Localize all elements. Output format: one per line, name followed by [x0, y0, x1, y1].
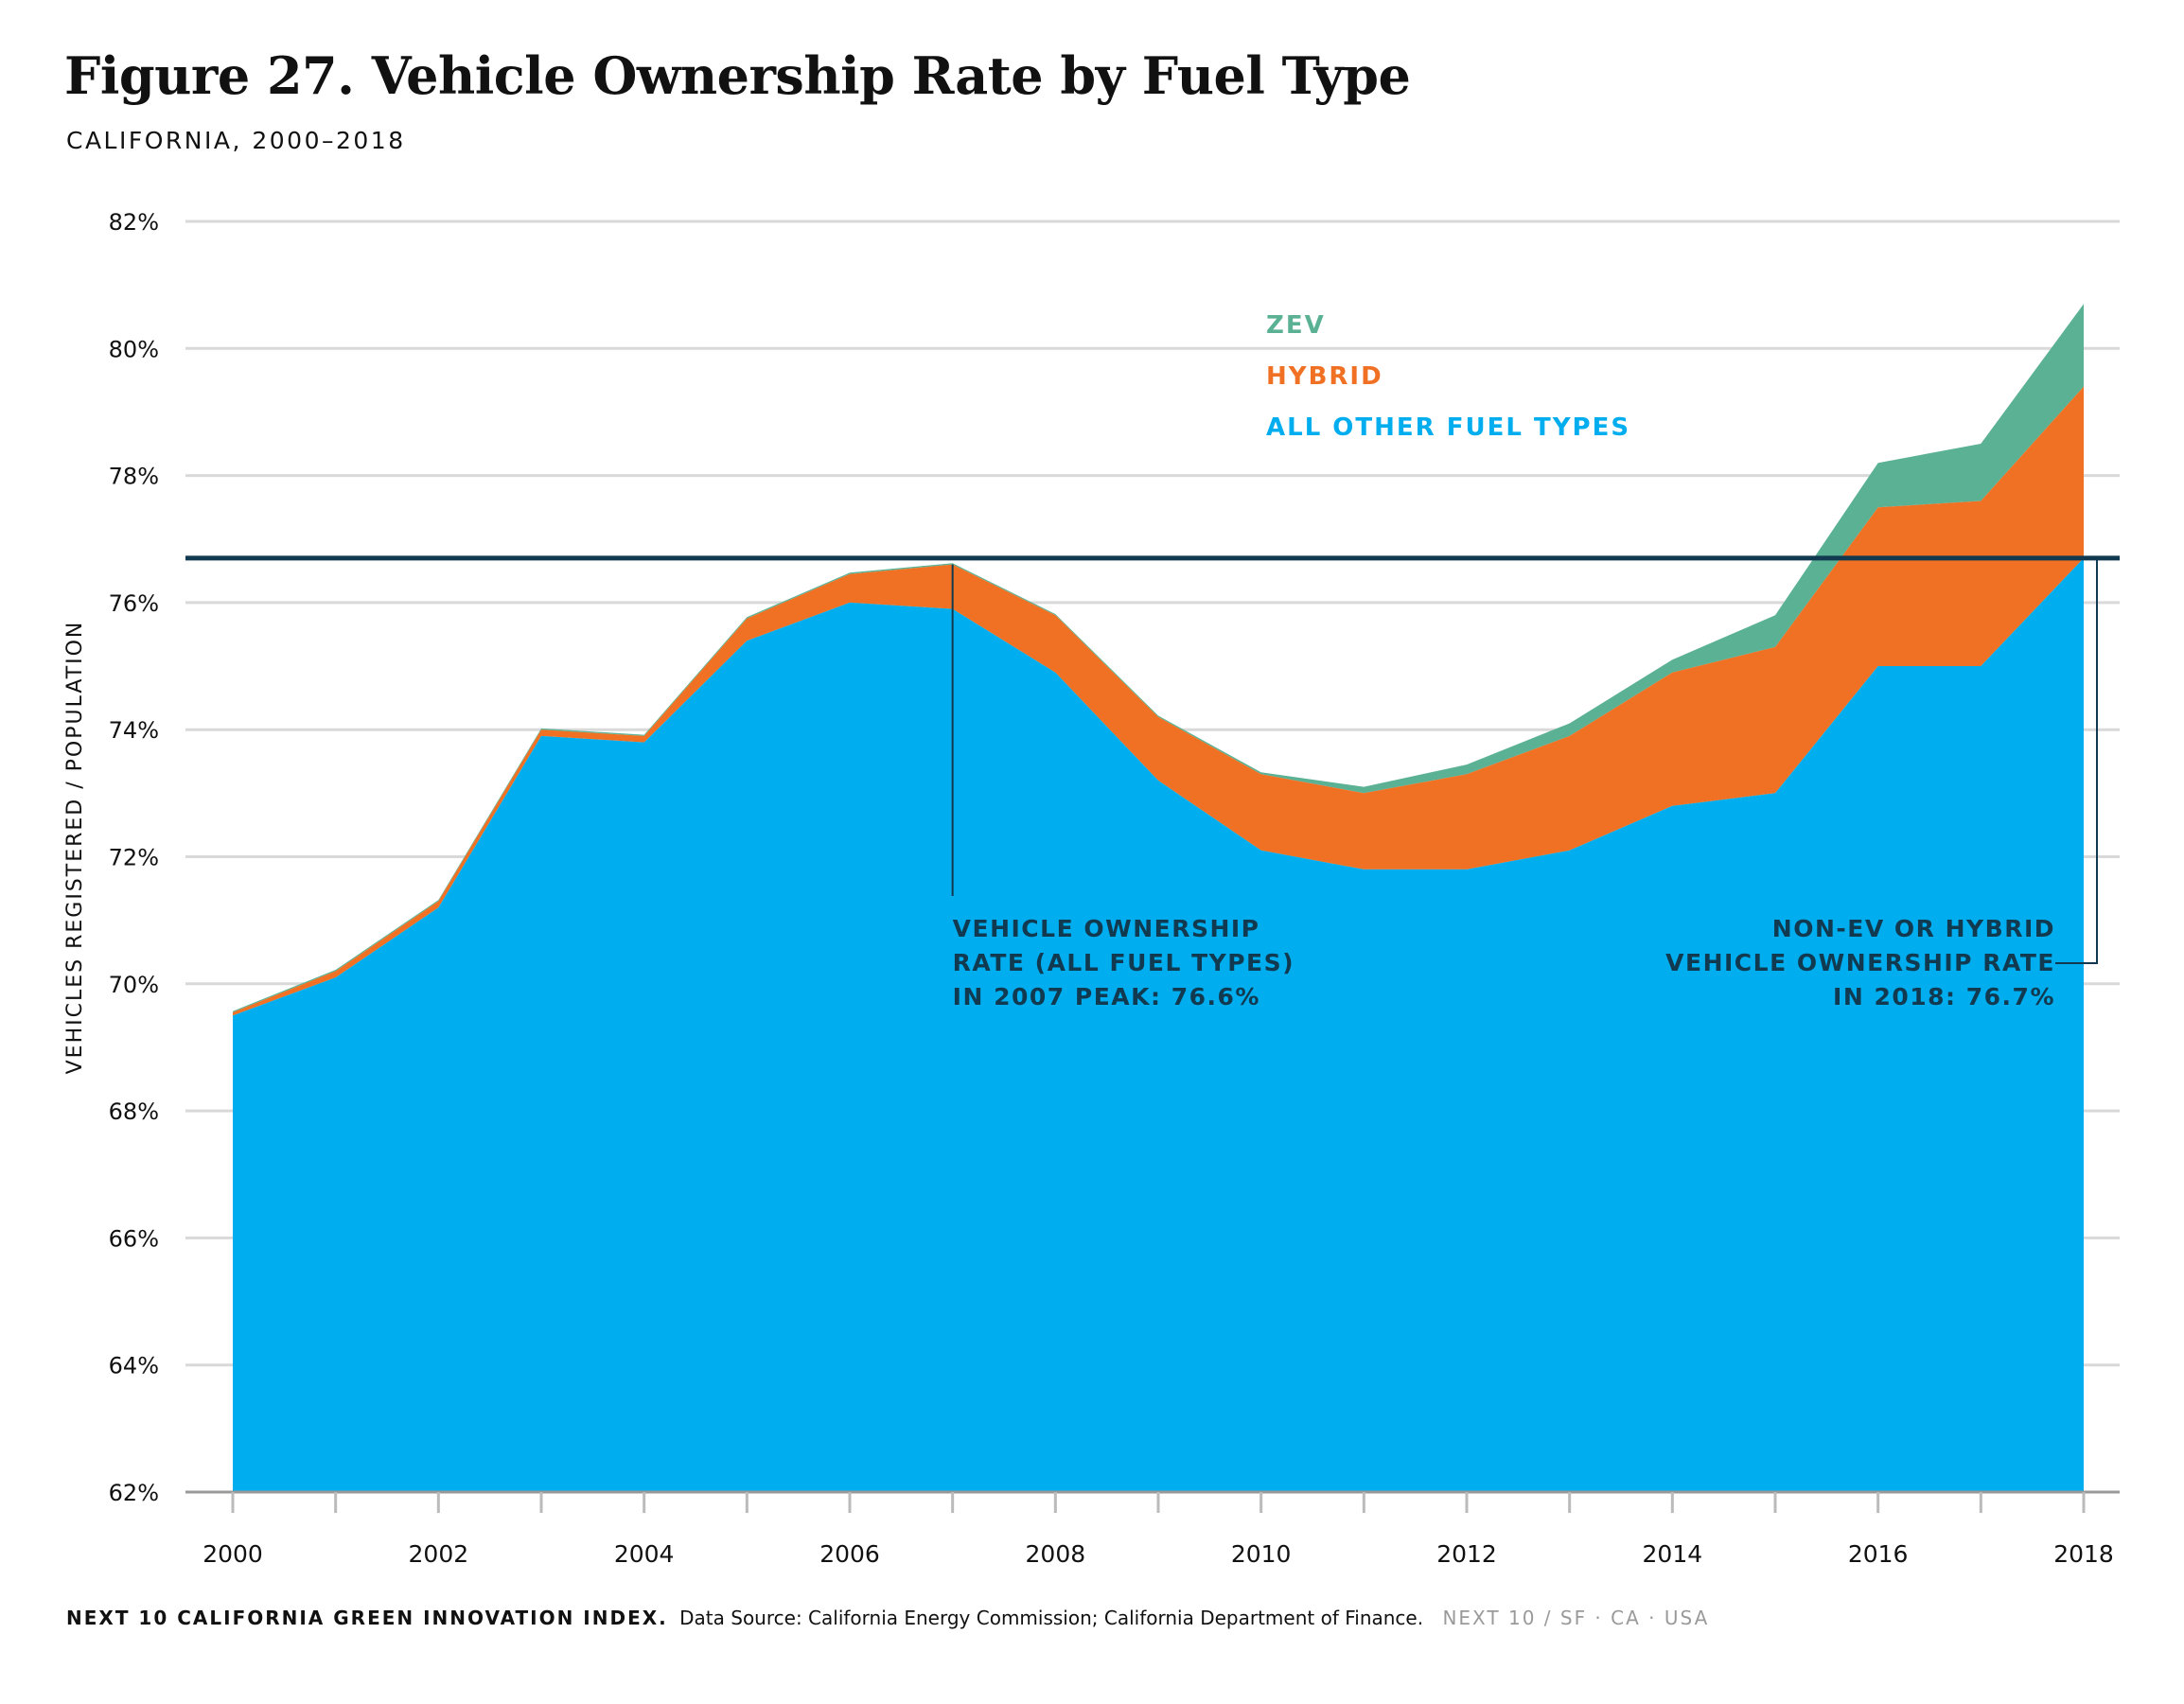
footer-brand: NEXT 10 / SF · CA · USA: [1442, 1607, 1710, 1629]
y-axis-label: VEHICLES REGISTERED / POPULATION: [63, 621, 87, 1075]
x-tick-label: 2008: [1026, 1540, 1086, 1568]
annotation-2018-line: VEHICLE OWNERSHIP RATE: [1665, 949, 2055, 976]
x-tick-label: 2018: [2053, 1540, 2114, 1568]
x-tick-label: 2006: [819, 1540, 880, 1568]
y-tick-label: 68%: [109, 1098, 159, 1125]
annotation-2018-line: IN 2018: 76.7%: [1833, 983, 2055, 1010]
y-tick-label: 72%: [109, 845, 159, 871]
y-tick-label: 64%: [109, 1353, 159, 1379]
y-tick-label: 70%: [109, 972, 159, 998]
x-tick-label: 2012: [1436, 1540, 1497, 1568]
x-tick-label: 2004: [614, 1540, 675, 1568]
y-tick-label: 66%: [109, 1225, 159, 1252]
annotation-2018-line: NON-EV OR HYBRID: [1772, 915, 2055, 942]
y-tick-label: 80%: [109, 336, 159, 362]
x-tick-label: 2010: [1231, 1540, 1292, 1568]
footer-lead: NEXT 10 CALIFORNIA GREEN INNOVATION INDE…: [66, 1607, 668, 1629]
annotation-2007-line: RATE (ALL FUEL TYPES): [953, 949, 1295, 976]
series-area-all-other-fuel-types: [233, 557, 2084, 1492]
footer-source: Data Source: California Energy Commissio…: [679, 1607, 1424, 1629]
series-area-zev: [233, 304, 2084, 1012]
legend-entry: ZEV: [1266, 311, 1326, 340]
legend-entry: ALL OTHER FUEL TYPES: [1266, 413, 1630, 442]
y-tick-label: 78%: [109, 464, 159, 490]
annotation-leader-2018: [2055, 556, 2098, 964]
x-tick-label: 2000: [203, 1540, 263, 1568]
annotation-2007-line: IN 2007 PEAK: 76.6%: [953, 983, 1260, 1010]
y-tick-label: 74%: [109, 717, 159, 744]
chart-footer: NEXT 10 CALIFORNIA GREEN INNOVATION INDE…: [66, 1607, 1709, 1629]
series-area-hybrid: [233, 386, 2084, 1016]
y-tick-label: 76%: [109, 590, 159, 617]
y-tick-label: 82%: [109, 209, 159, 236]
annotation-2007-line: VEHICLE OWNERSHIP: [953, 915, 1260, 942]
legend-entry: HYBRID: [1266, 362, 1383, 391]
y-tick-label: 62%: [109, 1480, 159, 1506]
chart-title: Figure 27. Vehicle Ownership Rate by Fue…: [64, 45, 1411, 106]
x-tick-label: 2014: [1643, 1540, 1703, 1568]
x-tick-label: 2002: [409, 1540, 469, 1568]
chart-subtitle: CALIFORNIA, 2000–2018: [66, 127, 406, 154]
x-tick-label: 2016: [1848, 1540, 1909, 1568]
